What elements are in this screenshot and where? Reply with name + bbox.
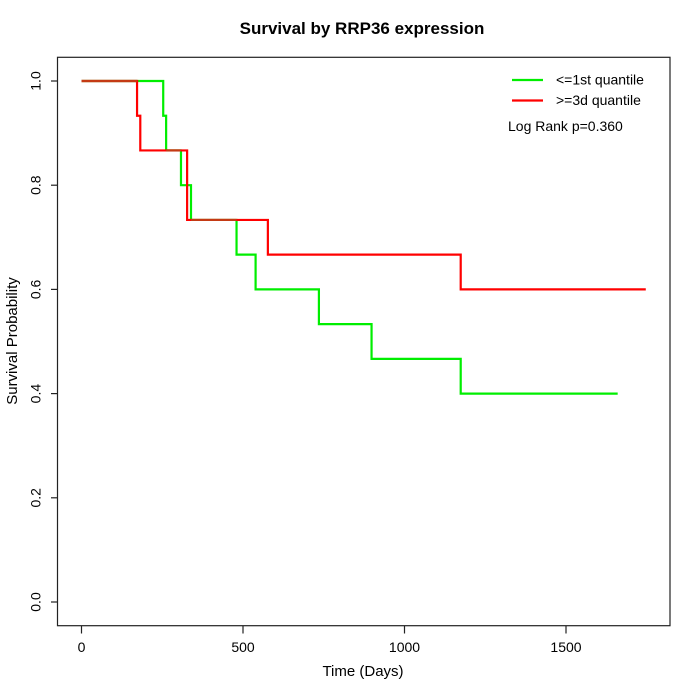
legend: <=1st quantile >=3d quantile Log Rank p=… <box>508 72 644 135</box>
y-tick-label: 0.0 <box>28 592 44 612</box>
plot-area-box <box>56 56 671 627</box>
x-axis-label: Time (Days) <box>322 663 403 680</box>
y-tick-label: 0.6 <box>28 279 44 299</box>
logrank-pvalue: Log Rank p=0.360 <box>508 118 623 134</box>
legend-label-third-quantile: >=3d quantile <box>556 92 641 108</box>
x-tick-label: 500 <box>231 639 255 655</box>
x-tick-label: 1000 <box>389 639 420 655</box>
y-axis: 0.0 0.2 0.4 0.6 0.8 1.0 <box>28 71 58 612</box>
series-curve-0 <box>81 79 618 395</box>
y-tick-label: 0.8 <box>28 175 44 195</box>
y-tick-label: 1.0 <box>28 71 44 91</box>
x-tick-label: 1500 <box>550 639 581 655</box>
y-tick-label: 0.4 <box>28 384 44 404</box>
chart-title: Survival by RRP36 expression <box>240 19 485 38</box>
series-lines <box>81 79 646 395</box>
y-tick-label: 0.2 <box>28 488 44 508</box>
y-axis-label: Survival Probability <box>4 277 21 405</box>
series-curve-1 <box>81 79 646 291</box>
legend-label-first-quantile: <=1st quantile <box>556 72 644 88</box>
x-axis: 0 500 1000 1500 <box>78 625 582 655</box>
x-tick-label: 0 <box>78 639 86 655</box>
